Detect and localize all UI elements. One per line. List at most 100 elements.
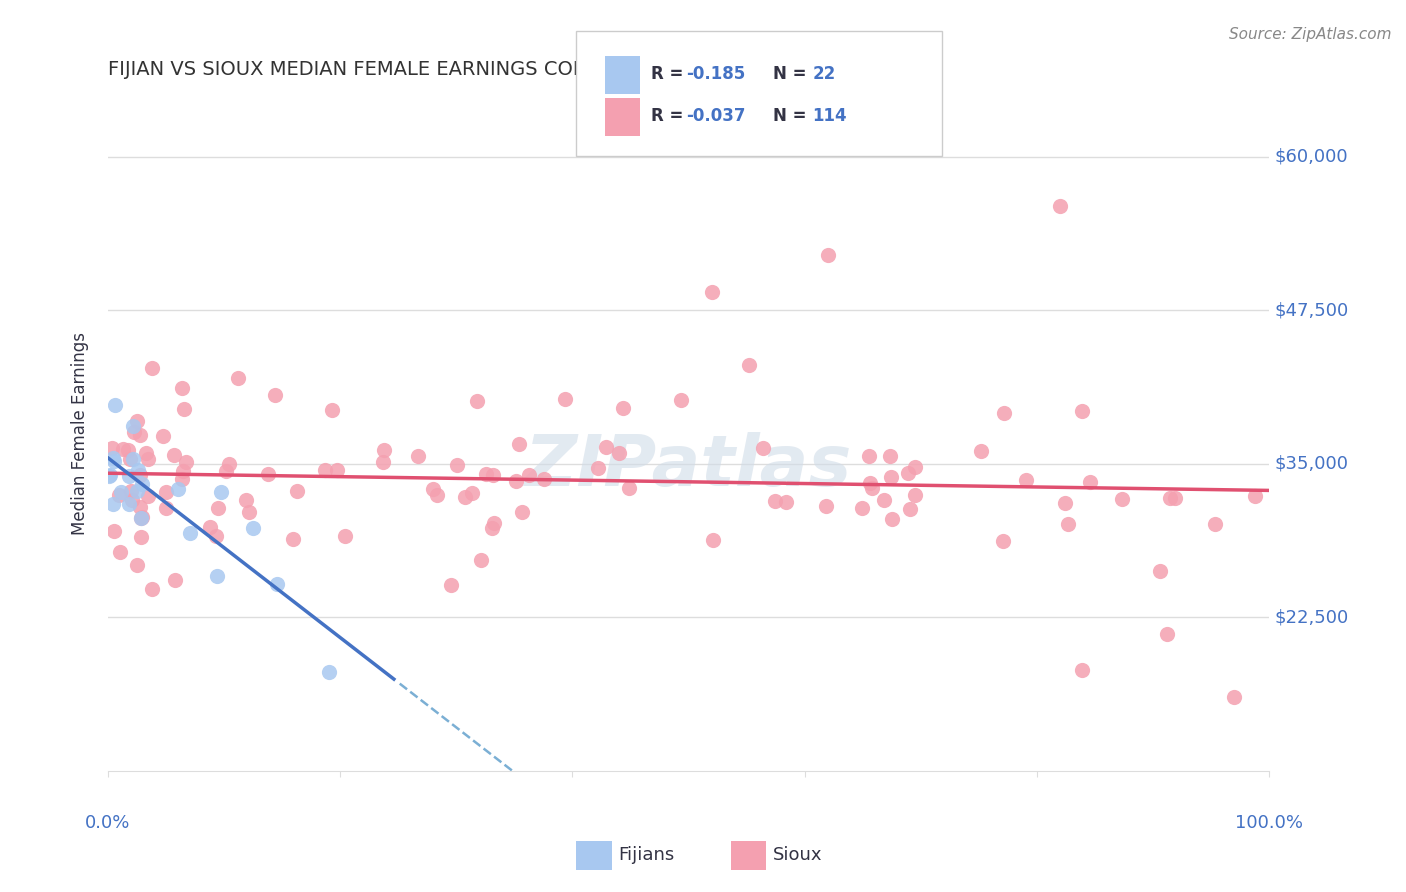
Point: [475, 467, 498, 482]
Point: [1071, 404, 1094, 418]
Point: [446, 458, 468, 472]
Point: [1049, 199, 1071, 213]
Point: [422, 482, 444, 496]
Point: [226, 371, 249, 385]
Point: [215, 464, 238, 478]
Point: [198, 520, 221, 534]
Point: [586, 461, 609, 475]
Point: [1223, 690, 1246, 704]
Point: [108, 487, 131, 501]
Text: 114: 114: [813, 107, 848, 125]
Text: R =: R =: [651, 65, 689, 83]
Text: FIJIAN VS SIOUX MEDIAN FEMALE EARNINGS CORRELATION CHART: FIJIAN VS SIOUX MEDIAN FEMALE EARNINGS C…: [108, 60, 755, 78]
Point: [1159, 491, 1181, 505]
Point: [612, 401, 634, 416]
Point: [98, 468, 121, 483]
Point: [373, 442, 395, 457]
Point: [898, 501, 921, 516]
Text: Sioux: Sioux: [773, 847, 823, 864]
Point: [408, 449, 430, 463]
Point: [138, 489, 160, 503]
Point: [108, 545, 131, 559]
Point: [993, 406, 1015, 420]
Point: [129, 500, 152, 514]
Point: [318, 665, 340, 680]
Point: [285, 483, 308, 498]
Point: [118, 497, 141, 511]
Point: [173, 401, 195, 416]
Point: [314, 463, 336, 477]
Point: [129, 511, 152, 525]
Point: [814, 500, 837, 514]
Point: [333, 529, 356, 543]
Point: [904, 460, 927, 475]
Point: [205, 568, 228, 582]
Point: [321, 402, 343, 417]
Point: [167, 482, 190, 496]
Point: [131, 510, 153, 524]
Point: [1056, 517, 1078, 532]
Point: [470, 553, 492, 567]
Text: -0.037: -0.037: [686, 107, 745, 125]
Text: $60,000: $60,000: [1275, 148, 1348, 166]
Point: [1149, 564, 1171, 578]
Point: [700, 285, 723, 299]
Point: [702, 533, 724, 547]
Point: [817, 248, 839, 262]
Point: [508, 436, 530, 450]
Point: [127, 463, 149, 477]
Point: [125, 484, 148, 499]
Point: [510, 505, 533, 519]
Point: [1015, 473, 1038, 487]
Y-axis label: Median Female Earnings: Median Female Earnings: [72, 332, 89, 534]
Point: [155, 485, 177, 500]
Point: [860, 482, 883, 496]
Text: 0.0%: 0.0%: [86, 814, 131, 831]
Point: [103, 451, 125, 466]
Point: [533, 472, 555, 486]
Point: [256, 467, 278, 482]
Point: [1111, 492, 1133, 507]
Point: [129, 530, 152, 544]
Text: ZIPatlas: ZIPatlas: [524, 433, 852, 501]
Point: [904, 488, 927, 502]
Point: [283, 533, 305, 547]
Point: [879, 450, 901, 464]
Point: [103, 497, 125, 511]
Point: [103, 524, 125, 539]
Point: [426, 487, 449, 501]
Point: [481, 467, 503, 482]
Point: [179, 526, 201, 541]
Point: [266, 577, 288, 591]
Point: [1204, 516, 1226, 531]
Point: [104, 398, 127, 412]
Text: Fijians: Fijians: [619, 847, 675, 864]
Point: [454, 490, 477, 504]
Point: [752, 442, 775, 456]
Text: $35,000: $35,000: [1275, 455, 1348, 473]
Point: [100, 442, 122, 456]
Point: [131, 477, 153, 491]
Point: [129, 467, 152, 482]
Point: [775, 495, 797, 509]
Point: [121, 452, 143, 467]
Point: [121, 493, 143, 508]
Point: [896, 467, 918, 481]
Point: [264, 388, 287, 402]
Point: [481, 521, 503, 535]
Text: -0.185: -0.185: [686, 65, 745, 83]
Point: [738, 358, 761, 372]
Text: $22,500: $22,500: [1275, 608, 1350, 626]
Point: [118, 468, 141, 483]
Point: [969, 444, 991, 458]
Text: 22: 22: [813, 65, 837, 83]
Point: [170, 472, 193, 486]
Point: [218, 457, 240, 471]
Point: [122, 425, 145, 439]
Point: [155, 501, 177, 516]
Point: [617, 482, 640, 496]
Point: [440, 578, 463, 592]
Point: [163, 573, 186, 587]
Point: [172, 381, 194, 395]
Text: $47,500: $47,500: [1275, 301, 1350, 319]
